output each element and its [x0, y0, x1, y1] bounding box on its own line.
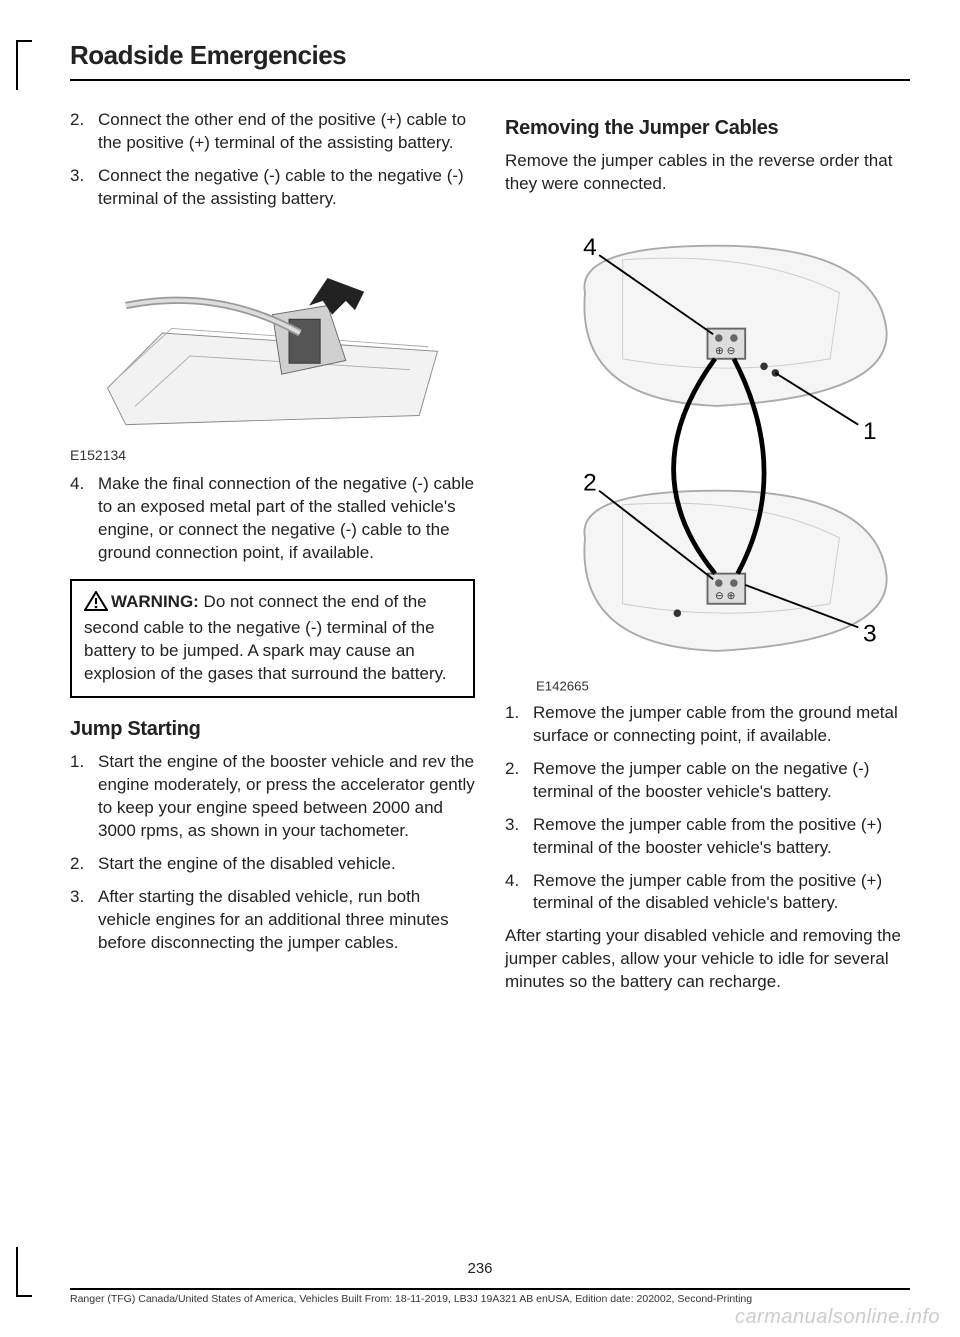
warning-box: WARNING: Do not connect the end of the s…	[70, 579, 475, 699]
removing-intro: Remove the jumper cables in the reverse …	[505, 150, 910, 196]
cable-order-figure: ⊕ ⊖ ⊖ ⊕ 4 1	[505, 208, 910, 698]
step-number: 2.	[70, 853, 98, 876]
step-item: 2. Connect the other end of the positive…	[70, 109, 475, 155]
step-text: Remove the jumper cable from the positiv…	[533, 870, 910, 916]
step-item: 3. Connect the negative (-) cable to the…	[70, 165, 475, 211]
step-number: 3.	[70, 165, 98, 211]
step-text: Remove the jumper cable from the positiv…	[533, 814, 910, 860]
warning-icon	[84, 591, 108, 618]
warning-label: WARNING:	[111, 592, 199, 611]
left-column: 2. Connect the other end of the positive…	[70, 109, 475, 1004]
right-column: Removing the Jumper Cables Remove the ju…	[505, 109, 910, 1004]
step-item: 4. Make the final connection of the nega…	[70, 473, 475, 565]
step-item: 1. Start the engine of the booster vehic…	[70, 751, 475, 843]
step-text: After starting the disabled vehicle, run…	[98, 886, 475, 955]
fig2-label-2: 2	[583, 470, 597, 497]
step-number: 2.	[505, 758, 533, 804]
step-text: Start the engine of the booster vehicle …	[98, 751, 475, 843]
page-number: 236	[0, 1260, 960, 1277]
step-text: Make the final connection of the negativ…	[98, 473, 475, 565]
svg-text:⊖ ⊕: ⊖ ⊕	[715, 591, 735, 602]
fig2-label-4: 4	[583, 234, 597, 261]
step-number: 2.	[70, 109, 98, 155]
jump-starting-heading: Jump Starting	[70, 718, 475, 741]
step-number: 1.	[505, 702, 533, 748]
crop-mark-top	[16, 40, 32, 90]
content-columns: 2. Connect the other end of the positive…	[70, 109, 910, 1004]
footer-text: Ranger (TFG) Canada/United States of Ame…	[70, 1288, 910, 1305]
fig2-label-3: 3	[863, 620, 877, 647]
removing-cables-heading: Removing the Jumper Cables	[505, 117, 910, 140]
step-text: Connect the other end of the positive (+…	[98, 109, 475, 155]
page-header: Roadside Emergencies	[70, 40, 910, 81]
figure-caption: E142665	[536, 678, 589, 693]
fig2-label-1: 1	[863, 418, 877, 445]
removing-outro: After starting your disabled vehicle and…	[505, 925, 910, 994]
step-text: Remove the jumper cable on the negative …	[533, 758, 910, 804]
step-item: 3. After starting the disabled vehicle, …	[70, 886, 475, 955]
step-text: Remove the jumper cable from the ground …	[533, 702, 910, 748]
engine-ground-figure	[70, 223, 475, 443]
step-number: 1.	[70, 751, 98, 843]
step-item: 2. Remove the jumper cable on the negati…	[505, 758, 910, 804]
step-number: 4.	[505, 870, 533, 916]
step-item: 2. Start the engine of the disabled vehi…	[70, 853, 475, 876]
step-text: Start the engine of the disabled vehicle…	[98, 853, 396, 876]
step-text: Connect the negative (-) cable to the ne…	[98, 165, 475, 211]
step-number: 3.	[505, 814, 533, 860]
step-item: 4. Remove the jumper cable from the posi…	[505, 870, 910, 916]
step-item: 1. Remove the jumper cable from the grou…	[505, 702, 910, 748]
step-number: 4.	[70, 473, 98, 565]
svg-text:⊕ ⊖: ⊕ ⊖	[715, 346, 735, 357]
figure-caption: E152134	[70, 447, 475, 463]
page-title: Roadside Emergencies	[70, 40, 910, 71]
watermark: carmanualsonline.info	[735, 1306, 940, 1329]
step-item: 3. Remove the jumper cable from the posi…	[505, 814, 910, 860]
step-number: 3.	[70, 886, 98, 955]
